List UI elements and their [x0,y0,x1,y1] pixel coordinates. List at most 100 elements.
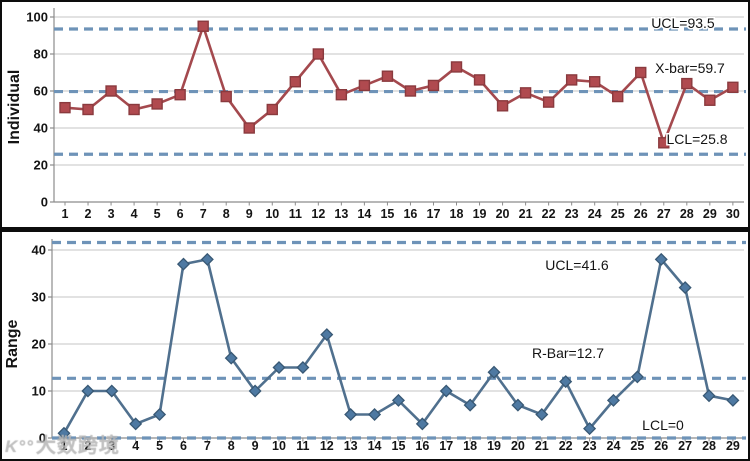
data-point [612,90,624,103]
x-tick-label: 6 [180,439,187,453]
data-point [381,70,394,82]
x-tick-label: 11 [296,439,309,453]
x-tick-label: 3 [108,439,115,453]
control-line-label: UCL=41.6 [545,257,609,273]
x-tick-label: 27 [657,207,671,221]
range-chart-panel: 0 10 20 30 40 1 2 3 4 5 6 7 8 9 10 11 12 13 14 15 16 17 18 19 20… [2,232,748,459]
data-point [681,77,693,90]
data-point [248,384,262,398]
data-point [704,94,716,106]
x-tick-label: 28 [680,207,694,221]
x-tick-label: 5 [156,439,163,453]
x-tick-label: 19 [487,439,501,453]
x-tick-label: 16 [403,207,417,221]
control-line-label: X-bar=59.7 [655,60,725,76]
x-tick-label: 22 [559,439,573,453]
y-tick-label: 20 [32,337,46,352]
x-tick-label: 4 [131,207,138,221]
x-tick-label: 12 [320,439,334,453]
data-point [542,96,555,108]
x-tick-label: 30 [726,207,740,221]
y-tick-label: 0 [41,195,48,210]
x-tick-label: 29 [703,207,717,221]
x-tick-label: 15 [380,207,394,221]
x-tick-label: 6 [177,207,184,221]
x-tick-label: 18 [450,207,464,221]
x-tick-label: 20 [511,439,525,453]
individuals-chart-series-line [64,24,734,145]
control-line-label: LCL=25.8 [666,131,727,147]
x-tick-label: 10 [272,439,286,453]
x-tick-label: 24 [588,207,602,221]
range-chart-series-line [62,258,734,434]
x-tick-label: 8 [223,207,230,221]
data-point [726,393,740,407]
x-tick-label: 14 [368,439,382,453]
data-point [368,407,382,422]
data-point [57,426,71,440]
x-tick-label: 27 [678,439,692,453]
data-point [559,375,573,389]
y-tick-label: 30 [32,290,46,305]
data-point [320,328,334,342]
data-point [391,393,405,407]
x-tick-label: 4 [132,439,139,453]
data-point [511,398,525,412]
data-point [654,252,668,266]
data-point [404,85,417,97]
data-point [658,137,670,149]
x-tick-label: 23 [583,439,597,453]
x-tick-label: 2 [84,439,91,453]
data-point [487,365,501,379]
x-tick-label: 14 [357,207,371,221]
data-point [450,61,463,73]
data-point [606,393,620,407]
data-point [176,257,190,271]
y-tick-label: 20 [34,158,48,173]
x-tick-label: 23 [565,207,579,221]
x-tick-label: 20 [496,207,510,221]
y-tick-label: 40 [34,121,48,136]
data-point [583,422,597,436]
data-point [496,100,509,112]
x-tick-label: 21 [535,439,549,453]
x-tick-label: 26 [654,439,668,453]
x-tick-label: 11 [289,207,302,221]
data-point [427,79,440,92]
y-tick-label: 0 [39,431,46,446]
data-point [358,79,371,92]
data-point [519,87,532,99]
x-tick-label: 1 [61,439,68,453]
x-tick-label: 15 [392,439,406,453]
data-point [151,98,163,110]
x-tick-label: 24 [607,439,621,453]
data-point [312,48,325,60]
x-tick-label: 3 [108,207,115,221]
data-point [174,88,186,101]
data-point [220,90,232,103]
x-tick-label: 12 [311,207,325,221]
x-tick-label: 19 [473,207,487,221]
x-tick-label: 17 [427,207,441,221]
x-tick-label: 7 [204,439,211,453]
x-tick-label: 10 [265,207,279,221]
x-tick-label: 16 [415,439,429,453]
data-point [463,398,477,412]
control-line-label: UCL=93.5 [651,15,715,31]
data-point [59,101,71,114]
y-axis-title: Range [4,319,21,368]
data-point [224,351,238,365]
y-tick-label: 60 [34,84,48,99]
data-point [630,370,644,384]
x-tick-label: 21 [519,207,533,221]
control-line-label: LCL=0 [642,417,684,433]
y-tick-label: 40 [32,243,46,258]
data-point [296,360,310,375]
data-point [678,281,692,295]
data-point [272,360,286,375]
x-tick-label: 13 [344,439,358,453]
data-point [335,88,348,101]
x-tick-label: 26 [634,207,648,221]
